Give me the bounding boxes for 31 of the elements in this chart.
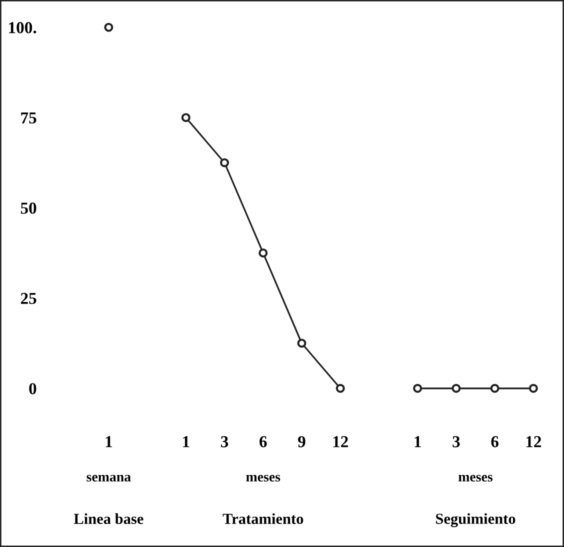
- text: Seguimiento: [436, 513, 516, 528]
- text: Linea base: [74, 513, 144, 524]
- x-tick-label: 12: [333, 436, 348, 448]
- y-tick-label: 75: [21, 112, 36, 124]
- text: Tratamiento: [222, 513, 304, 524]
- x-tick-label: 3: [452, 436, 460, 448]
- point: [452, 384, 461, 393]
- y-tick-label: 50: [20, 202, 36, 214]
- point: [258, 248, 268, 258]
- text: semana: [86, 474, 131, 482]
- x-tick-label: 12: [526, 436, 542, 448]
- point: [528, 384, 538, 393]
- point: [297, 338, 306, 348]
- point: [181, 113, 190, 122]
- point: [336, 384, 345, 393]
- y-tick-label: 0: [29, 383, 36, 394]
- y-tick-label: 25: [20, 292, 36, 304]
- point: [490, 384, 500, 393]
- x-tick-label: 3: [220, 436, 228, 448]
- text: meses: [246, 474, 280, 482]
- point: [104, 22, 114, 32]
- point: [413, 384, 422, 393]
- x-tick-label: 1: [183, 436, 190, 448]
- x-tick-label: 1: [106, 436, 112, 448]
- x-tick-label: 6: [491, 436, 498, 448]
- point: [220, 158, 230, 168]
- x-tick-label: 6: [260, 436, 267, 448]
- x-tick-label: 9: [298, 436, 306, 448]
- text: meses: [458, 474, 493, 482]
- x-tick-label: 1: [414, 436, 421, 448]
- y-tick-label: 100.: [9, 22, 36, 34]
